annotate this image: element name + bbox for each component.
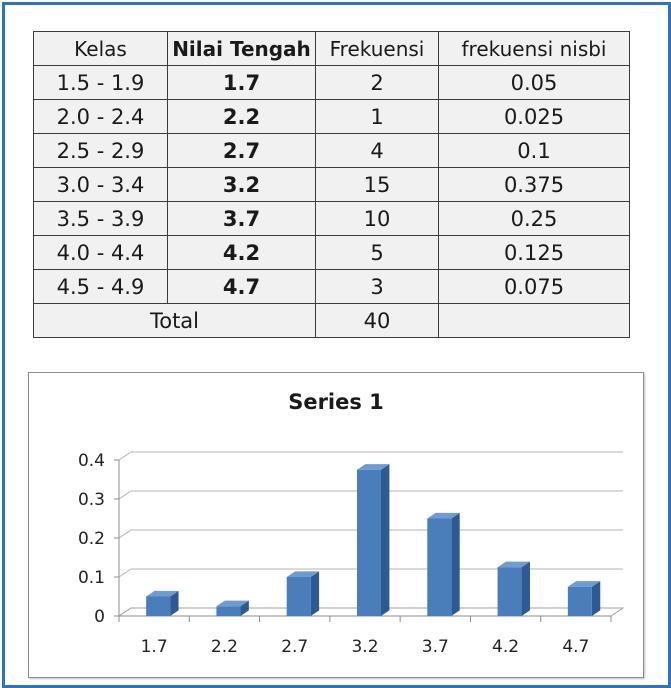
bar-front bbox=[427, 518, 452, 616]
bar-side bbox=[591, 581, 601, 616]
total-empty-cell bbox=[438, 303, 630, 338]
bar-front bbox=[567, 586, 592, 616]
cell-frekuensi-nisbi: 0.025 bbox=[438, 99, 630, 134]
y-tick-label: 0.1 bbox=[78, 568, 105, 588]
bar bbox=[146, 590, 179, 616]
bar-top bbox=[146, 590, 179, 597]
bar-front bbox=[497, 567, 522, 616]
header-nilai-tengah: Nilai Tengah bbox=[167, 31, 316, 66]
cell-frekuensi-nisbi: 0.075 bbox=[438, 269, 630, 304]
x-tick-label: 2.2 bbox=[211, 637, 238, 657]
table-row: 4.0 - 4.4 4.2 5 0.125 bbox=[33, 235, 630, 270]
bar bbox=[216, 600, 249, 616]
cell-frekuensi-nisbi: 0.125 bbox=[438, 235, 630, 270]
bar-front bbox=[357, 469, 381, 616]
bar-top bbox=[286, 571, 320, 577]
gridline-depth bbox=[118, 529, 132, 539]
bar bbox=[497, 561, 530, 616]
header-kelas: Kelas bbox=[33, 31, 168, 66]
cell-frekuensi: 1 bbox=[315, 99, 439, 134]
bar-front bbox=[216, 606, 241, 616]
y-tick-label: 0.2 bbox=[78, 529, 105, 549]
table-header-row: Kelas Nilai Tengah Frekuensi frekuensi n… bbox=[33, 31, 630, 66]
bar-top bbox=[427, 512, 460, 519]
total-value: 40 bbox=[315, 303, 439, 338]
cell-frekuensi-nisbi: 0.375 bbox=[438, 167, 630, 202]
bar-front bbox=[286, 577, 311, 616]
x-tick-label: 3.2 bbox=[351, 637, 378, 657]
cell-nilai-tengah: 3.7 bbox=[167, 201, 316, 236]
y-tick-label: 0.4 bbox=[78, 451, 105, 471]
bar bbox=[286, 571, 320, 616]
cell-frekuensi: 4 bbox=[315, 133, 439, 168]
cell-frekuensi: 5 bbox=[315, 235, 439, 270]
cell-frekuensi: 2 bbox=[315, 65, 439, 100]
table-row: 1.5 - 1.9 1.7 2 0.05 bbox=[33, 65, 630, 100]
cell-frekuensi: 10 bbox=[315, 201, 439, 236]
cell-frekuensi-nisbi: 0.1 bbox=[438, 133, 630, 168]
bar-side bbox=[521, 561, 530, 616]
bar-top bbox=[357, 464, 390, 470]
x-tick-label: 3.7 bbox=[422, 637, 449, 657]
cell-frekuensi-nisbi: 0.25 bbox=[438, 201, 630, 236]
table-row: 2.5 - 2.9 2.7 4 0.1 bbox=[33, 133, 630, 168]
cell-nilai-tengah: 1.7 bbox=[167, 65, 316, 100]
total-label: Total bbox=[33, 303, 316, 338]
bar-side bbox=[240, 600, 249, 616]
table-total-row: Total 40 bbox=[33, 303, 630, 338]
cell-frekuensi-nisbi: 0.05 bbox=[438, 65, 630, 100]
bar-side bbox=[310, 571, 320, 616]
gridline-depth bbox=[118, 451, 132, 461]
cell-kelas: 4.5 - 4.9 bbox=[33, 269, 168, 304]
x-tick-label: 2.7 bbox=[281, 637, 308, 657]
table-row: 2.0 - 2.4 2.2 1 0.025 bbox=[33, 99, 630, 134]
bar-front bbox=[146, 596, 171, 616]
chart-title: Series 1 bbox=[288, 390, 384, 414]
bar-top bbox=[567, 581, 601, 587]
header-frekuensi: Frekuensi bbox=[315, 31, 439, 66]
cell-kelas: 4.0 - 4.4 bbox=[33, 235, 168, 270]
bar-side bbox=[451, 512, 460, 616]
bar-side bbox=[170, 590, 179, 616]
bar bbox=[357, 464, 390, 616]
bar-top bbox=[216, 600, 249, 607]
header-frekuensi-nisbi: frekuensi nisbi bbox=[438, 31, 630, 66]
cell-frekuensi: 3 bbox=[315, 269, 439, 304]
cell-kelas: 3.0 - 3.4 bbox=[33, 167, 168, 202]
y-tick-label: 0 bbox=[94, 607, 105, 627]
cell-frekuensi: 15 bbox=[315, 167, 439, 202]
cell-nilai-tengah: 3.2 bbox=[167, 167, 316, 202]
table-row: 4.5 - 4.9 4.7 3 0.075 bbox=[33, 269, 630, 304]
cell-nilai-tengah: 4.7 bbox=[167, 269, 316, 304]
table-row: 3.5 - 3.9 3.7 10 0.25 bbox=[33, 201, 630, 236]
cell-kelas: 3.5 - 3.9 bbox=[33, 201, 168, 236]
frequency-table: Kelas Nilai Tengah Frekuensi frekuensi n… bbox=[33, 31, 630, 338]
cell-nilai-tengah: 4.2 bbox=[167, 235, 316, 270]
table-body: 1.5 - 1.9 1.7 2 0.05 2.0 - 2.4 2.2 1 0.025 2.5 -… bbox=[33, 65, 630, 304]
table-row: 3.0 - 3.4 3.2 15 0.375 bbox=[33, 167, 630, 202]
cell-nilai-tengah: 2.7 bbox=[167, 133, 316, 168]
x-tick-label: 1.7 bbox=[141, 637, 168, 657]
bar bbox=[427, 512, 460, 616]
gridline-depth bbox=[118, 568, 132, 578]
bar bbox=[567, 581, 601, 616]
cell-nilai-tengah: 2.2 bbox=[167, 99, 316, 134]
bar-chart-panel: 0 0.1 0.2 0.3 0.4 1.7 2.2 2.7 3.2 3.7 4.2 4.7 Series… bbox=[28, 372, 644, 678]
bar-top bbox=[497, 561, 530, 568]
x-tick-label: 4.7 bbox=[562, 637, 589, 657]
y-tick-label: 0.3 bbox=[78, 490, 105, 510]
cell-kelas: 2.0 - 2.4 bbox=[33, 99, 168, 134]
cell-kelas: 2.5 - 2.9 bbox=[33, 133, 168, 168]
cell-kelas: 1.5 - 1.9 bbox=[33, 65, 168, 100]
bar-side bbox=[381, 464, 390, 616]
x-tick-label: 4.2 bbox=[492, 637, 519, 657]
bar-chart: 0 0.1 0.2 0.3 0.4 1.7 2.2 2.7 3.2 3.7 4.2 4.7 Series… bbox=[78, 390, 625, 657]
gridline-depth bbox=[118, 490, 132, 500]
